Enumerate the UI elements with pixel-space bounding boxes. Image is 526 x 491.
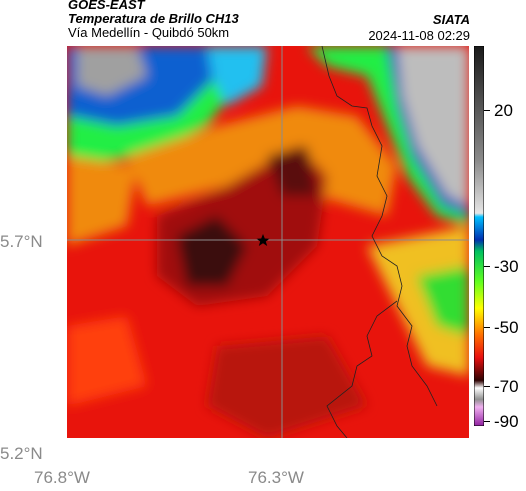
product-name: Temperatura de Brillo CH13	[68, 11, 239, 26]
lon-label-left: 76.8°W	[34, 468, 90, 487]
border-line	[321, 46, 438, 407]
colorbar-label-minus50: -50	[494, 318, 519, 337]
colorbar-label-minus90: -90	[494, 412, 519, 431]
colorbar-tick	[484, 327, 490, 328]
map-image	[67, 46, 469, 438]
border-line-2	[326, 300, 398, 438]
satellite-name: GOES-EAST	[68, 0, 145, 12]
title-block: GOES-EAST Temperatura de Brillo CH13 Vía…	[68, 0, 239, 40]
lon-label-right: 76.3°W	[248, 468, 304, 487]
colorbar-gradient	[474, 46, 484, 426]
colorbar-label-minus30: -30	[494, 257, 519, 276]
colorbar-tick	[484, 110, 490, 111]
colorbar-tick	[484, 266, 490, 267]
region-name: Vía Medellín - Quibdó 50km	[68, 25, 230, 40]
lat-label-top: 5.7°N	[0, 232, 43, 251]
agency-name: SIATA	[432, 12, 470, 27]
colorbar-tick	[484, 421, 490, 422]
star-marker[interactable]	[256, 234, 270, 246]
colorbar-label-minus70: -70	[494, 377, 519, 396]
title-right-block: SIATA 2024-11-08 02:29	[368, 12, 470, 44]
colorbar-tick	[484, 386, 490, 387]
colorbar-label-20: 20	[494, 101, 513, 120]
timestamp: 2024-11-08 02:29	[368, 28, 470, 43]
lat-label-bottom: 5.2°N	[0, 444, 43, 463]
satellite-map[interactable]	[67, 46, 469, 438]
colorbar	[474, 46, 484, 426]
